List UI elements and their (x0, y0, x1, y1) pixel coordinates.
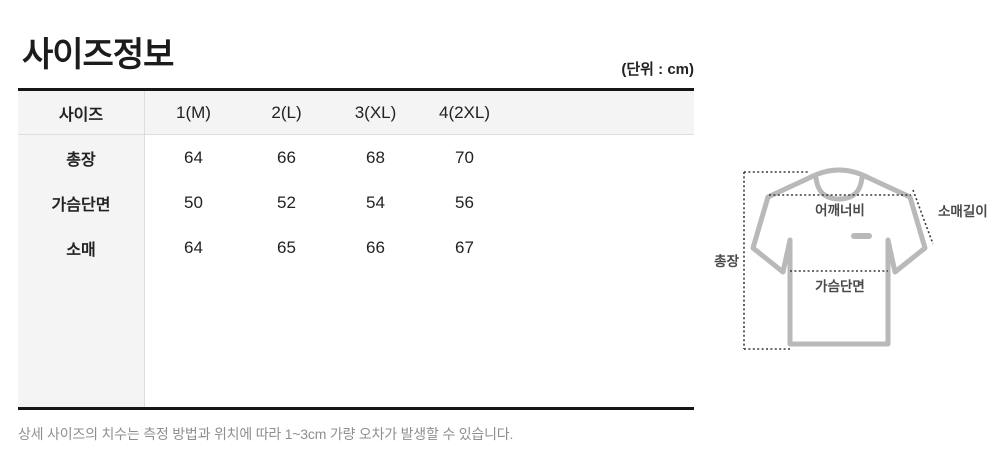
tshirt-measurement-diagram: 총장 어깨너비 소매길이 가슴단면 (714, 167, 988, 350)
table-filler-body (145, 270, 694, 407)
row-label-sleeve: 소매 (18, 225, 145, 270)
sleeve-length-line (912, 189, 934, 245)
size-table: 사이즈 1(M) 2(L) 3(XL) 4(2XL) 총장 64 66 68 7… (18, 88, 694, 410)
tshirt-outline (750, 167, 928, 347)
table-cell: 66 (366, 237, 385, 257)
table-cell: 65 (277, 237, 296, 257)
tshirt-logo-mark (851, 233, 872, 239)
table-cell: 66 (277, 147, 296, 167)
table-cell: 64 (184, 147, 203, 167)
label-shoulder-width: 어깨너비 (815, 202, 865, 218)
table-filler-label-column (18, 270, 145, 407)
label-chest-width: 가슴단면 (815, 278, 865, 294)
table-cell: 64 (184, 237, 203, 257)
table-cell: 56 (455, 192, 474, 212)
unit-label: (단위 : cm) (621, 61, 694, 78)
table-header-size: 사이즈 (18, 91, 145, 135)
table-header-size-1m: 1(M) (145, 91, 242, 135)
table-cell: 52 (277, 192, 296, 212)
table-cell-empty (509, 180, 694, 225)
table-cell-empty (509, 135, 694, 180)
row-label-chest-width: 가슴단면 (18, 180, 145, 225)
row-label-total-length: 총장 (18, 135, 145, 180)
table-cell: 54 (366, 192, 385, 212)
table-header-size-2l: 2(L) (242, 91, 331, 135)
table-cell: 68 (366, 147, 385, 167)
label-total-length: 총장 (714, 253, 739, 269)
table-cell: 70 (455, 147, 474, 167)
tshirt-collar (813, 175, 865, 202)
page-title: 사이즈정보 (22, 36, 174, 74)
table-cell-empty (509, 225, 694, 270)
table-cell: 67 (455, 237, 474, 257)
table-header-size-4-2xl: 4(2XL) (420, 91, 509, 135)
table-cell: 50 (184, 192, 203, 212)
size-note: 상세 사이즈의 치수는 측정 방법과 위치에 따라 1~3cm 가량 오차가 발… (18, 426, 514, 442)
table-header-size-3xl: 3(XL) (331, 91, 420, 135)
label-sleeve-length: 소매길이 (938, 203, 988, 219)
table-header-filler (509, 91, 694, 135)
